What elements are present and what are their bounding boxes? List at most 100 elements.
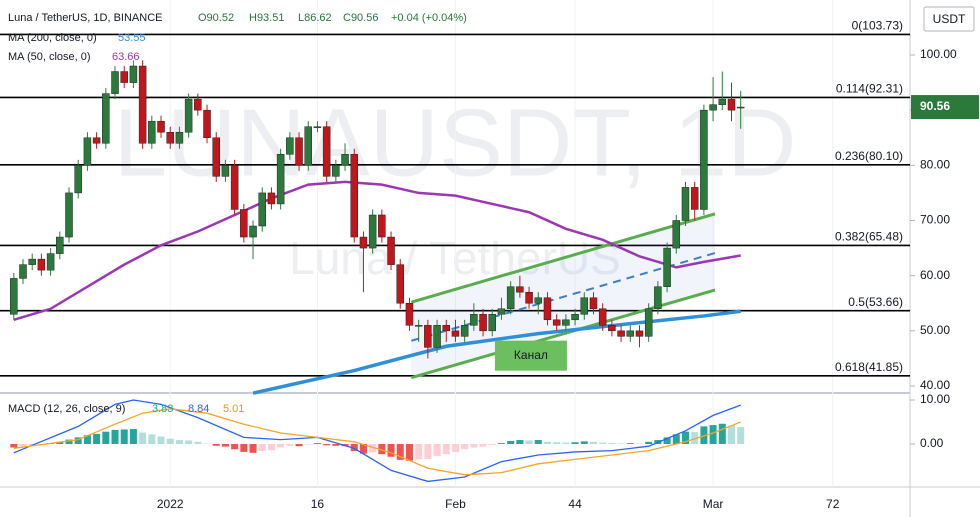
plot: 40.0050.0060.0070.0080.0090.00100.000(10…: [0, 19, 979, 511]
histogram-bar: [691, 432, 699, 445]
histogram-bar: [175, 440, 183, 445]
y-tick-label: 40.00: [920, 378, 950, 392]
moving-average: [252, 309, 741, 395]
y-tick-label: 60.00: [920, 268, 950, 282]
candle-body: [534, 297, 543, 304]
x-tick-label: Feb: [445, 497, 466, 511]
candle-body: [654, 286, 662, 310]
candle-body: [111, 71, 119, 94]
annotation-box: [494, 340, 567, 371]
candle-body: [313, 126, 322, 128]
histogram-bar: [589, 441, 597, 445]
candle-body: [506, 286, 515, 310]
macd-name: MACD (12, 26, close, 9): [8, 403, 125, 415]
candle-body: [617, 330, 625, 337]
histogram-bar: [387, 444, 395, 457]
histogram-bar: [157, 436, 165, 445]
candle-body: [212, 137, 220, 177]
candle-body: [157, 120, 165, 133]
candle-body: [644, 308, 653, 337]
candle-body: [184, 98, 193, 133]
candle-body: [194, 98, 202, 111]
candle-body: [552, 319, 561, 326]
candle-body: [589, 297, 598, 310]
candle-body: [74, 165, 82, 194]
y-tick-label: 70.00: [920, 213, 950, 227]
histogram-bar: [56, 441, 64, 445]
histogram-bar: [10, 444, 18, 448]
histogram-bar: [93, 433, 101, 445]
candle-body: [690, 187, 699, 210]
candle-body: [322, 126, 331, 177]
candle-body: [562, 319, 570, 326]
candle-body: [332, 165, 340, 177]
header-high: H93.51: [249, 12, 284, 24]
x-tick-label: Mar: [703, 497, 724, 511]
ma50-name: MA (50, close, 0): [8, 51, 91, 63]
histogram-bar: [332, 444, 340, 446]
candle-body: [479, 314, 487, 332]
histogram-bar: [488, 444, 496, 445]
histogram-bar: [139, 432, 147, 445]
candle-body: [148, 120, 156, 144]
candle-body: [488, 314, 497, 332]
histogram-bar: [295, 444, 303, 447]
candle-body: [129, 65, 138, 83]
histogram-bar: [516, 440, 524, 445]
candle-body: [46, 253, 55, 271]
fib-label: 0.618(41.85): [835, 360, 903, 374]
candle-body: [65, 192, 73, 238]
candle-body: [120, 71, 128, 83]
candle-body: [497, 308, 506, 315]
histogram-bar: [194, 441, 202, 445]
histogram-bar: [543, 441, 551, 445]
candle-body: [405, 302, 414, 326]
candle-body: [635, 330, 644, 337]
candle-body: [451, 330, 460, 337]
x-tick-label: 44: [568, 497, 582, 511]
candle-body: [571, 314, 579, 321]
candle-body: [525, 291, 533, 304]
candle-body: [92, 137, 101, 144]
histogram-bar: [479, 444, 487, 447]
unit-box: [923, 6, 975, 32]
histogram-bar: [433, 444, 441, 456]
histogram-bar: [212, 444, 220, 446]
candle-body: [295, 137, 303, 166]
candle-body: [350, 154, 358, 238]
histogram-bar: [277, 444, 285, 448]
histogram-bar: [534, 440, 542, 445]
candle-body: [56, 236, 64, 254]
histogram-bar: [451, 444, 459, 452]
fib-label: 0.382(65.48): [835, 230, 903, 244]
histogram-bar: [672, 434, 680, 445]
histogram-bar: [166, 438, 174, 445]
candle-body: [414, 325, 423, 327]
candle-body: [470, 314, 478, 326]
macd-value: 8.84: [188, 403, 209, 415]
candle-body: [258, 192, 266, 227]
histogram-bar: [83, 435, 91, 445]
candle-body: [341, 154, 349, 166]
channel-middle: [411, 252, 716, 342]
candle-body: [378, 214, 386, 238]
histogram-bar: [442, 444, 450, 455]
fib-label: 0(103.73): [852, 19, 903, 33]
histogram-bar: [507, 440, 515, 445]
candle-body: [166, 131, 174, 144]
candle-body: [598, 308, 607, 326]
candle-body: [240, 209, 248, 238]
candle-body: [138, 65, 147, 144]
candle-body: [203, 109, 211, 138]
histogram-bar: [396, 444, 404, 460]
candle-body: [516, 286, 524, 293]
histogram-bar: [323, 444, 331, 446]
candle-body: [681, 187, 690, 221]
candle-body: [718, 98, 727, 105]
candle-body: [359, 236, 368, 249]
y-tick-label: 80.00: [920, 158, 950, 172]
histogram-bar: [709, 425, 717, 445]
candle-body: [433, 325, 441, 348]
